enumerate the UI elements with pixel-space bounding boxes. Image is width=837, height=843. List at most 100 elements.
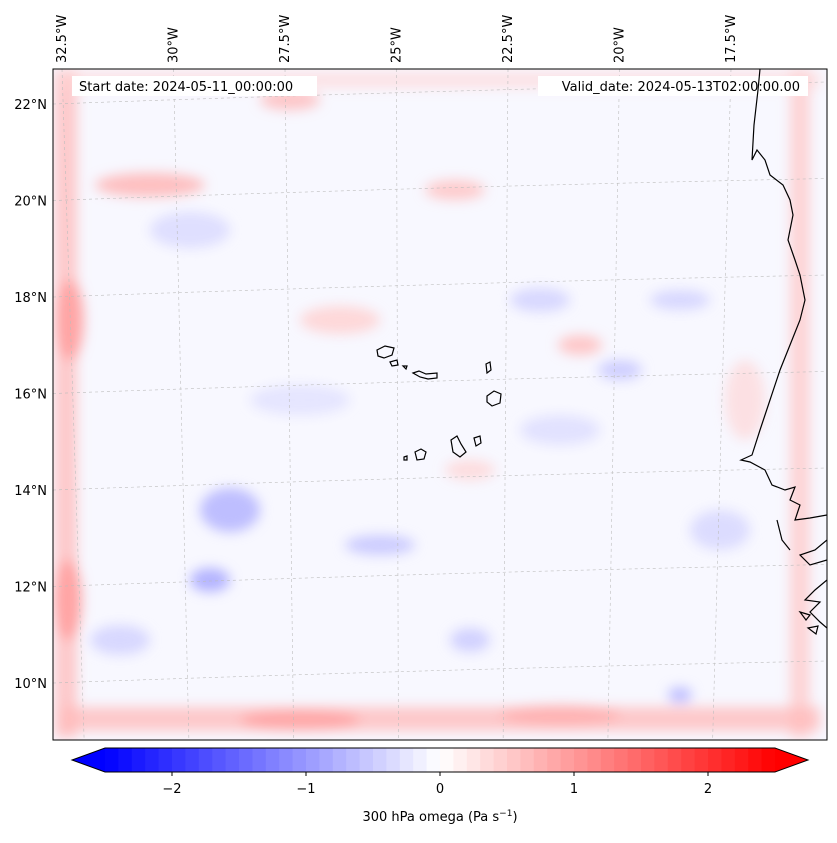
parallel-gridline xyxy=(53,81,827,105)
lat-label: 12°N xyxy=(14,581,47,596)
bijagos-islands xyxy=(798,610,819,636)
meridian-gridline xyxy=(396,69,399,740)
coastlines xyxy=(376,69,827,636)
valid-date-box xyxy=(538,76,808,96)
colorbar-extend-high xyxy=(775,748,808,772)
parallel-gridline xyxy=(53,371,827,394)
gridlines xyxy=(53,69,827,740)
colorbar-cell xyxy=(466,748,481,772)
lat-label: 16°N xyxy=(14,388,47,403)
colorbar-cell xyxy=(386,748,401,772)
colorbar-title-exponent: −1 xyxy=(499,809,512,819)
colorbar-cell xyxy=(373,748,387,772)
island-santiago xyxy=(450,435,467,458)
colorbar-cell xyxy=(359,748,374,772)
meridian-gridline xyxy=(284,69,294,740)
colorbar-tick-label: −2 xyxy=(162,782,181,797)
colorbar-cell xyxy=(118,748,133,772)
colorbar-cell xyxy=(306,748,320,772)
colorbar-tick-label: 2 xyxy=(704,782,712,797)
colorbar-cell xyxy=(627,748,642,772)
start-date-box xyxy=(72,76,317,96)
colorbar-cell xyxy=(292,748,307,772)
lon-label: 30°W xyxy=(167,27,182,63)
meridian-gridline xyxy=(607,69,620,740)
colorbar-cell xyxy=(145,748,160,772)
colorbar-tick-label: 0 xyxy=(436,782,444,797)
parallel-gridline xyxy=(53,564,827,587)
colorbar-cell xyxy=(440,748,454,772)
colorbar-cell xyxy=(265,748,280,772)
colorbar-cell xyxy=(761,748,776,772)
island-boa-vista xyxy=(486,390,502,407)
island-maio xyxy=(473,435,482,447)
island-fogo xyxy=(414,448,427,461)
parallel-gridline xyxy=(53,660,827,684)
colorbar-cell xyxy=(158,748,173,772)
colorbar-ticks xyxy=(171,772,709,776)
parallel-gridline xyxy=(53,178,827,201)
lat-label: 14°N xyxy=(14,484,47,499)
lon-label: 20°W xyxy=(613,27,628,63)
colorbar-tick-label: 1 xyxy=(570,782,578,797)
colorbar-title-prefix: 300 hPa omega (Pa s xyxy=(362,810,499,825)
island-santa-luzia xyxy=(401,365,408,371)
colorbar-cell xyxy=(734,748,749,772)
island-sao-vicente xyxy=(389,359,399,367)
colorbar-cell xyxy=(332,748,347,772)
colorbar-cell xyxy=(185,748,200,772)
latitude-labels: 22°N 20°N 18°N 16°N 14°N 12°N 10°N xyxy=(14,98,47,692)
lon-label: 32.5°W xyxy=(55,15,70,63)
colorbar-outline xyxy=(70,747,810,773)
colorbar-title: 300 hPa omega (Pa s−1) xyxy=(362,809,517,825)
lat-label: 10°N xyxy=(14,677,47,692)
colorbar-cell xyxy=(346,748,361,772)
lon-label: 27.5°W xyxy=(278,15,293,63)
colorbar-cell xyxy=(574,748,588,772)
colorbar-cell xyxy=(708,748,722,772)
island-sal xyxy=(485,361,492,375)
colorbar-cell xyxy=(480,748,495,772)
colorbar-title-suffix: ) xyxy=(512,810,517,825)
meridian-gridline xyxy=(61,69,85,740)
lat-label: 22°N xyxy=(14,98,47,113)
colorbar-cell xyxy=(172,748,186,772)
meridian-gridline xyxy=(173,69,190,740)
island-santo-antao xyxy=(376,345,395,359)
colorbar-cell xyxy=(694,748,709,772)
colorbar-cell xyxy=(225,748,240,772)
colorbar-cell xyxy=(641,748,655,772)
colorbar-cell xyxy=(748,748,763,772)
colorbar-cell xyxy=(681,748,696,772)
map-frame xyxy=(52,68,828,741)
start-date-label: Start date: 2024-05-11_00:00:00 xyxy=(79,80,293,95)
colorbar-cell xyxy=(131,748,146,772)
colorbar-cell xyxy=(587,748,602,772)
colorbar-cell xyxy=(654,748,669,772)
colorbar-cell xyxy=(413,748,428,772)
colorbar-cell xyxy=(399,748,414,772)
longitude-labels: 32.5°W 30°W 27.5°W 25°W 22.5°W 20°W 17.5… xyxy=(55,15,739,63)
colorbar-cell xyxy=(239,748,253,772)
parallel-gridline xyxy=(53,467,827,491)
lat-label: 18°N xyxy=(14,291,47,306)
colorbar-cell xyxy=(319,748,334,772)
colorbar-extend-low xyxy=(72,748,105,772)
colorbar-cell xyxy=(507,748,521,772)
colorbar-cell xyxy=(721,748,736,772)
colorbar-tick-label: −1 xyxy=(296,782,315,797)
lat-label: 20°N xyxy=(14,195,47,210)
colorbar-cell xyxy=(560,748,575,772)
omega-field xyxy=(53,69,827,740)
colorbar: −2 −1 0 1 2 300 hPa omega (Pa s−1) xyxy=(70,747,810,825)
colorbar-cell xyxy=(614,748,629,772)
colorbar-cell xyxy=(533,748,548,772)
colorbar-cell xyxy=(667,748,682,772)
colorbar-cell xyxy=(198,748,213,772)
colorbar-cell xyxy=(252,748,267,772)
colorbar-cell xyxy=(547,748,562,772)
colorbar-cells xyxy=(105,748,776,772)
colorbar-cell xyxy=(279,748,294,772)
